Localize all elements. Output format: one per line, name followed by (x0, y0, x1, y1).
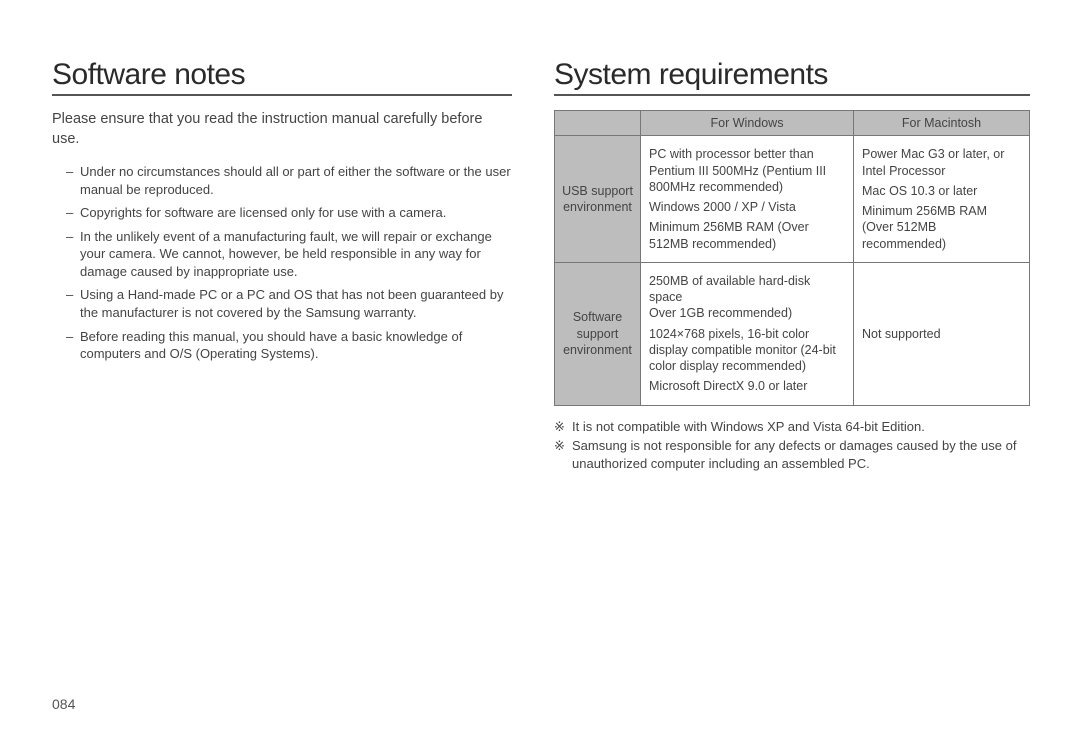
cell-software-windows: 250MB of available hard-disk spaceOver 1… (641, 262, 854, 405)
footnote-mark-icon: ※ (554, 418, 572, 436)
cell-usb-mac: Power Mac G3 or later, or Intel Processo… (854, 136, 1030, 263)
cell-line: Minimum 256MB RAM (Over 512MB recommende… (649, 219, 845, 252)
cell-line: Mac OS 10.3 or later (862, 183, 1021, 199)
cell-line: PC with processor better than Pentium II… (649, 146, 845, 195)
software-notes-section: Software notes Please ensure that you re… (52, 58, 512, 474)
cell-line: Not supported (862, 326, 1021, 342)
cell-line: 250MB of available hard-disk spaceOver 1… (649, 273, 845, 322)
footnote-mark-icon: ※ (554, 437, 572, 472)
cell-line: 1024×768 pixels, 16-bit color display co… (649, 326, 845, 375)
cell-line: Windows 2000 / XP / Vista (649, 199, 845, 215)
table-corner (555, 111, 641, 136)
row-header-software: Softwaresupportenvironment (555, 262, 641, 405)
note-item: Copyrights for software are licensed onl… (80, 204, 512, 222)
cell-line: Minimum 256MB RAM (Over 512MB recommende… (862, 203, 1021, 252)
system-requirements-section: System requirements For Windows For Maci… (554, 58, 1030, 474)
software-notes-heading: Software notes (52, 58, 512, 96)
note-item: In the unlikely event of a manufacturing… (80, 228, 512, 281)
row-header-usb: USB supportenvironment (555, 136, 641, 263)
software-notes-list: Under no circumstances should all or par… (52, 163, 512, 362)
cell-software-mac: Not supported (854, 262, 1030, 405)
requirements-table: For Windows For Macintosh USB supportenv… (554, 110, 1030, 406)
cell-line: Power Mac G3 or later, or Intel Processo… (862, 146, 1021, 179)
footnote-text: It is not compatible with Windows XP and… (572, 418, 925, 436)
footnote: ※ Samsung is not responsible for any def… (554, 437, 1030, 472)
note-item: Using a Hand-made PC or a PC and OS that… (80, 286, 512, 321)
note-item: Under no circumstances should all or par… (80, 163, 512, 198)
cell-line: Microsoft DirectX 9.0 or later (649, 378, 845, 394)
footnote: ※ It is not compatible with Windows XP a… (554, 418, 1030, 436)
software-notes-intro: Please ensure that you read the instruct… (52, 110, 512, 149)
col-header-windows: For Windows (641, 111, 854, 136)
footnotes: ※ It is not compatible with Windows XP a… (554, 418, 1030, 473)
footnote-text: Samsung is not responsible for any defec… (572, 437, 1030, 472)
col-header-macintosh: For Macintosh (854, 111, 1030, 136)
system-requirements-heading: System requirements (554, 58, 1030, 96)
note-item: Before reading this manual, you should h… (80, 328, 512, 363)
page-number: 084 (52, 696, 75, 712)
cell-usb-windows: PC with processor better than Pentium II… (641, 136, 854, 263)
